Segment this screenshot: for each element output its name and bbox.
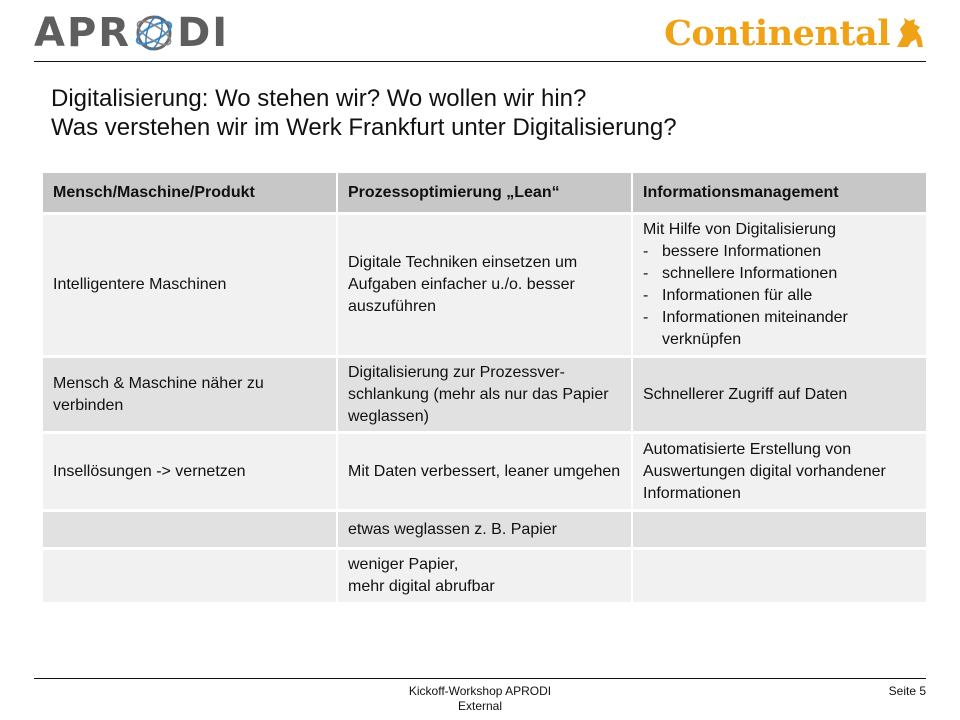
bullet-text: Informationen für alle	[662, 287, 813, 304]
table-cell: Mensch & Maschine näher zu verbinden	[41, 355, 338, 434]
cell-text-line: weniger Papier,	[348, 556, 459, 573]
aprodi-logo-left: APR	[34, 10, 132, 56]
slide-title-line2: Was verstehen wir im Werk Frankfurt unte…	[51, 114, 677, 141]
bullet-dash: -	[643, 287, 649, 304]
aprodi-logo-right: DI	[177, 10, 230, 56]
bullet-text: bessere Informationen	[662, 243, 822, 260]
table-row: etwas weglassen z. B. Papier	[41, 509, 928, 550]
bullet-dash: -	[643, 265, 649, 282]
table-cell: Intelligentere Maschinen	[41, 212, 338, 358]
table-header-row: Mensch/Maschine/Produkt Prozessoptimieru…	[41, 170, 928, 215]
slide-title-line1: Digitalisierung: Wo stehen wir? Wo wolle…	[51, 85, 587, 112]
continental-logo: Continental	[664, 8, 926, 58]
bullet-text: schnellere Informationen	[662, 265, 838, 282]
bullet-text: Informationen miteinander verknüpfen	[662, 309, 848, 348]
header-divider	[34, 61, 926, 62]
table-cell: Mit Daten verbessert, leaner umgehen	[336, 431, 633, 512]
bullet-item: - schnellere Informationen	[643, 263, 916, 285]
table-cell: Digitalisierung zur Prozessver-schlankun…	[336, 355, 633, 434]
table-cell	[41, 547, 338, 605]
column-header-prozessoptimierung: Prozessoptimierung „Lean“	[336, 170, 633, 215]
table-cell	[631, 509, 928, 550]
table-row: Mensch & Maschine näher zu verbinden Dig…	[41, 355, 928, 434]
table-row: Intelligentere Maschinen Digitale Techni…	[41, 212, 928, 358]
table-cell: weniger Papier, mehr digital abrufbar	[336, 547, 633, 605]
column-header-informationsmanagement: Informationsmanagement	[631, 170, 928, 215]
table-cell	[631, 547, 928, 605]
cell-intro-text: Mit Hilfe von Digitalisierung	[643, 221, 836, 238]
table-cell: Insellösungen -> vernetzen	[41, 431, 338, 512]
bullet-item: - Informationen für alle	[643, 285, 916, 307]
table-cell: Digitale Techniken einsetzen um Aufgaben…	[336, 212, 633, 358]
table-cell	[41, 509, 338, 550]
footer-divider	[34, 678, 926, 679]
page-number: Seite 5	[888, 684, 926, 698]
globe-icon	[135, 15, 173, 51]
bullet-dash: -	[643, 243, 649, 260]
slide-title: Digitalisierung: Wo stehen wir? Wo wolle…	[51, 84, 911, 142]
bullet-item: - Informationen miteinander verknüpfen	[643, 307, 916, 351]
digitalization-table: Mensch/Maschine/Produkt Prozessoptimieru…	[41, 170, 928, 605]
table-cell: Automatisierte Erstellung von Auswertung…	[631, 431, 928, 512]
table-row: Insellösungen -> vernetzen Mit Daten ver…	[41, 431, 928, 512]
continental-logo-text: Continental	[664, 12, 890, 54]
bullet-dash: -	[643, 309, 649, 326]
horse-icon	[897, 18, 923, 47]
table-cell: Mit Hilfe von Digitalisierung - bessere …	[631, 212, 928, 358]
table-row: weniger Papier, mehr digital abrufbar	[41, 547, 928, 605]
footer-info: Kickoff-Workshop APRODI External	[380, 684, 580, 714]
footer-event: Kickoff-Workshop APRODI	[408, 684, 552, 698]
footer-classification: External	[457, 699, 503, 713]
table-cell: etwas weglassen z. B. Papier	[336, 509, 633, 550]
cell-text-line: mehr digital abrufbar	[348, 578, 495, 595]
table-cell: Schnellerer Zugriff auf Daten	[631, 355, 928, 434]
aprodi-logo: APR DI	[34, 8, 229, 58]
bullet-item: - bessere Informationen	[643, 241, 916, 263]
column-header-mensch-maschine-produkt: Mensch/Maschine/Produkt	[41, 170, 338, 215]
